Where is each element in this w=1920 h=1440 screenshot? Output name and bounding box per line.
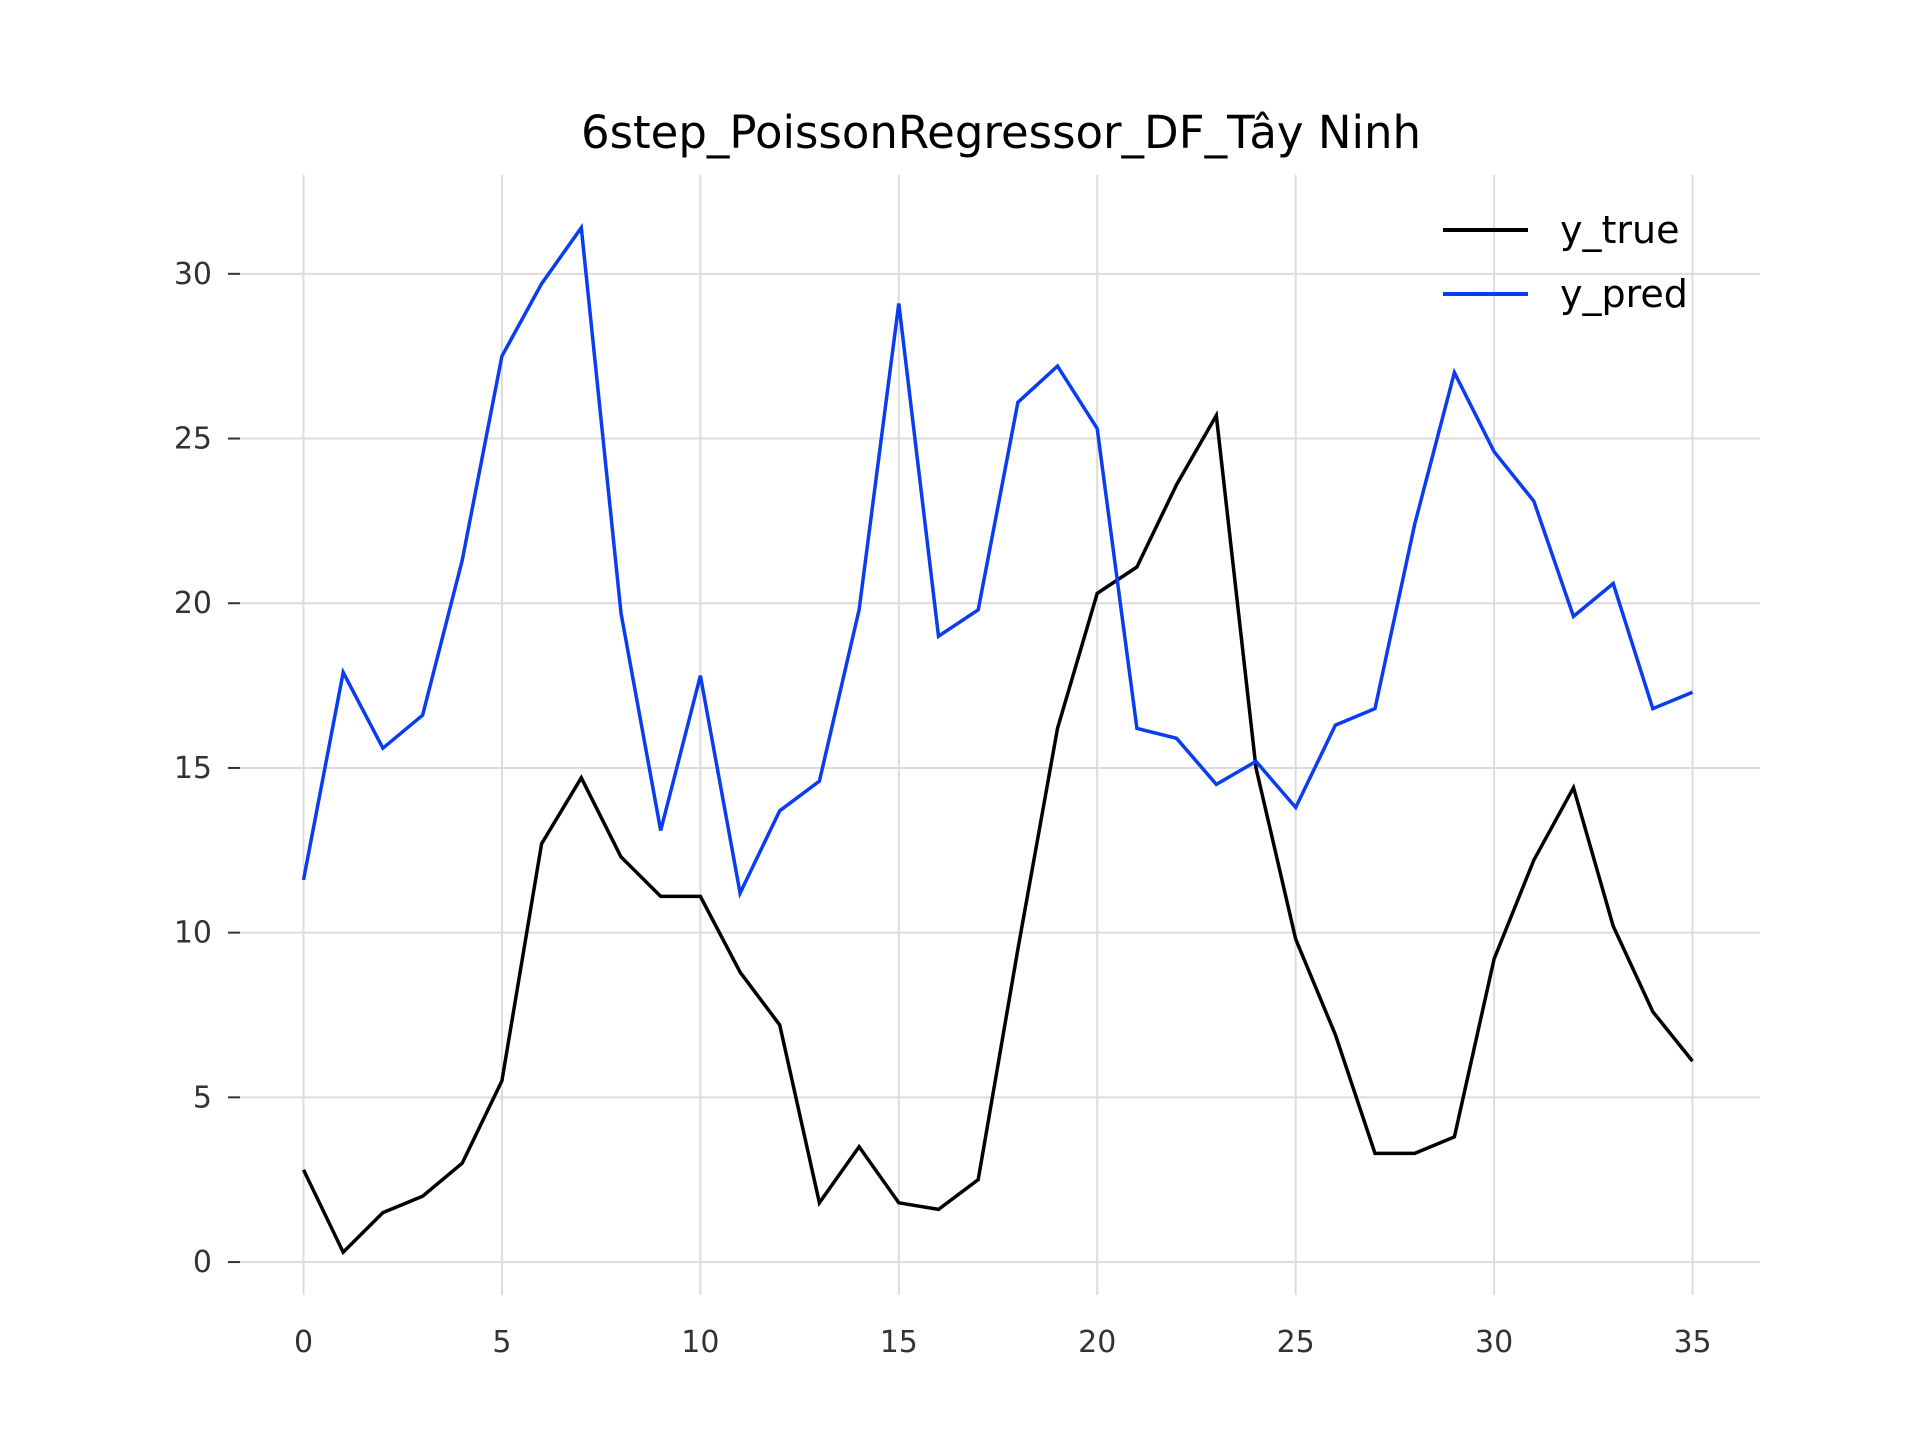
legend-label: y_pred <box>1560 272 1688 316</box>
grid-lines <box>240 175 1760 1295</box>
x-tick-label: 25 <box>1277 1325 1315 1360</box>
y-tick-label: 5 <box>193 1080 212 1115</box>
y-tick-label: 25 <box>174 422 212 457</box>
x-tick-label: 20 <box>1078 1325 1116 1360</box>
axis-ticks: 0 5 10 15 20 25 30 35 0 5 10 15 20 25 30 <box>174 257 1712 1360</box>
x-tick-label: 30 <box>1475 1325 1513 1360</box>
series-line-y-pred <box>301 222 1694 899</box>
x-tick-label: 0 <box>294 1325 313 1360</box>
legend: y_true y_pred <box>1443 208 1688 316</box>
x-tick-label: 10 <box>681 1325 719 1360</box>
x-tick-label: 15 <box>880 1325 918 1360</box>
x-tick-label: 35 <box>1673 1325 1711 1360</box>
series-lines <box>301 222 1694 1256</box>
y-tick-label: 30 <box>174 257 212 292</box>
x-tick-label: 5 <box>492 1325 511 1360</box>
y-tick-label: 15 <box>174 751 212 786</box>
series-line-y-true <box>301 410 1694 1256</box>
y-tick-label: 0 <box>193 1245 212 1280</box>
y-tick-label: 20 <box>174 586 212 621</box>
legend-label: y_true <box>1560 208 1679 252</box>
y-tick-label: 10 <box>174 916 212 951</box>
chart-title: 6step_PoissonRegressor_DF_Tây Ninh <box>581 106 1421 159</box>
